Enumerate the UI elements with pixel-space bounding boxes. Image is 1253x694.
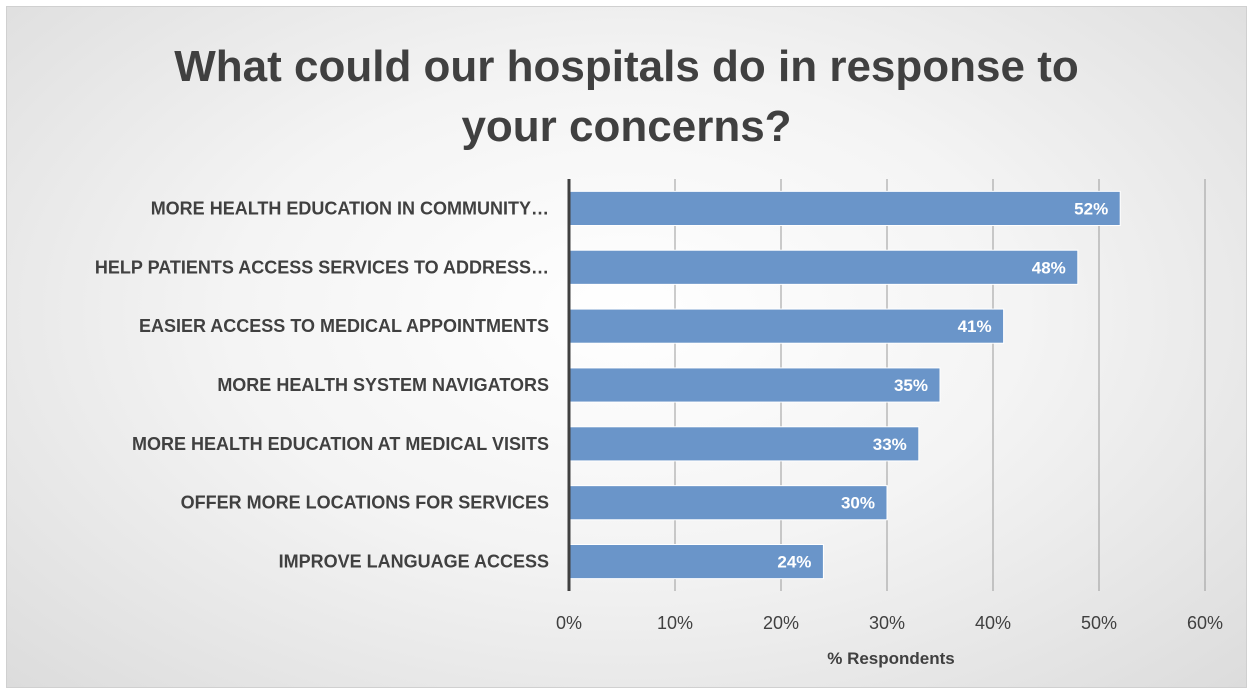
data-label: 33% bbox=[873, 435, 907, 454]
data-label: 41% bbox=[958, 317, 992, 336]
category-label: MORE HEALTH EDUCATION AT MEDICAL VISITS bbox=[132, 434, 549, 454]
bar bbox=[568, 249, 1079, 285]
x-tick-label: 30% bbox=[869, 613, 905, 633]
data-label: 30% bbox=[841, 494, 875, 513]
bar bbox=[568, 485, 888, 521]
x-tick-label: 40% bbox=[975, 613, 1011, 633]
category-label: OFFER MORE LOCATIONS FOR SERVICES bbox=[181, 493, 549, 513]
data-label: 48% bbox=[1032, 258, 1066, 277]
bar bbox=[568, 544, 824, 580]
x-tick-label: 20% bbox=[763, 613, 799, 633]
chart-frame: What could our hospitals do in response … bbox=[6, 6, 1247, 688]
x-tick-label: 50% bbox=[1081, 613, 1117, 633]
x-tick-label: 0% bbox=[556, 613, 582, 633]
category-label: MORE HEALTH SYSTEM NAVIGATORS bbox=[217, 375, 549, 395]
chart-plot: 0% 10% 20% 30% 40% 50% 60% MORE HEALTH EDUCATIO… bbox=[95, 179, 1223, 668]
x-tick-label: 60% bbox=[1187, 613, 1223, 633]
bar bbox=[568, 308, 1005, 344]
x-tick-label: 10% bbox=[657, 613, 693, 633]
category-label: IMPROVE LANGUAGE ACCESS bbox=[279, 552, 549, 572]
x-axis-title: % Respondents bbox=[827, 649, 955, 668]
data-label: 24% bbox=[777, 553, 811, 572]
data-label: 52% bbox=[1074, 199, 1108, 218]
bar bbox=[568, 190, 1121, 226]
bar bbox=[568, 426, 920, 462]
chart-title: What could our hospitals do in response … bbox=[174, 42, 1079, 151]
category-label: MORE HEALTH EDUCATION IN COMMUNITY… bbox=[151, 198, 549, 218]
bar bbox=[568, 367, 941, 403]
data-label: 35% bbox=[894, 376, 928, 395]
category-label: EASIER ACCESS TO MEDICAL APPOINTMENTS bbox=[139, 316, 549, 336]
category-label: HELP PATIENTS ACCESS SERVICES TO ADDRESS… bbox=[95, 257, 549, 277]
